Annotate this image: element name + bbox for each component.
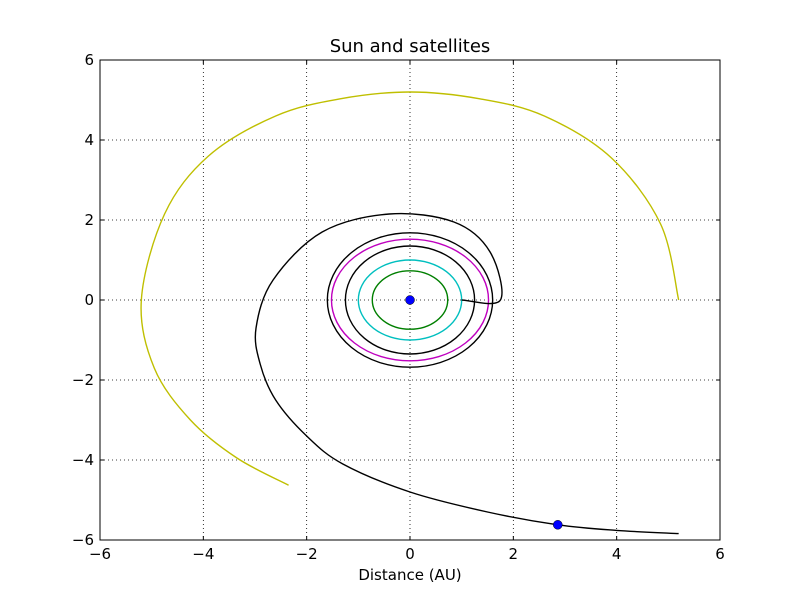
y-tick-label: 4 (84, 131, 94, 149)
x-tick-label: 4 (612, 545, 622, 563)
chart-title: Sun and satellites (330, 36, 491, 57)
y-tick-label: −6 (72, 531, 94, 549)
axis-ticks: −6 −4 −2 0 2 4 6 −6 −4 −2 0 2 4 6 (72, 51, 725, 563)
x-tick-label: 2 (509, 545, 519, 563)
trajectory-line-6 (140, 91, 680, 486)
y-tick-label: −2 (72, 371, 94, 389)
orbit-line-0 (371, 270, 449, 330)
y-tick-label: 0 (84, 291, 94, 309)
orbit-line-2 (344, 245, 476, 355)
x-tick-label: 6 (715, 545, 725, 563)
orbit-line-3 (330, 238, 490, 362)
orbit-line-4 (326, 232, 494, 368)
x-tick-label: −6 (89, 545, 111, 563)
plot-series (140, 91, 680, 535)
y-tick-label: −4 (72, 451, 94, 469)
trajectory-line-5 (254, 212, 679, 535)
x-tick-label: 0 (405, 545, 415, 563)
x-axis-label: Distance (AU) (358, 566, 461, 584)
x-tick-label: −4 (192, 545, 214, 563)
body-marker-1 (553, 520, 563, 530)
y-tick-label: 6 (84, 51, 94, 69)
body-marker-0 (405, 295, 415, 305)
y-tick-label: 2 (84, 211, 94, 229)
x-tick-label: −2 (296, 545, 318, 563)
